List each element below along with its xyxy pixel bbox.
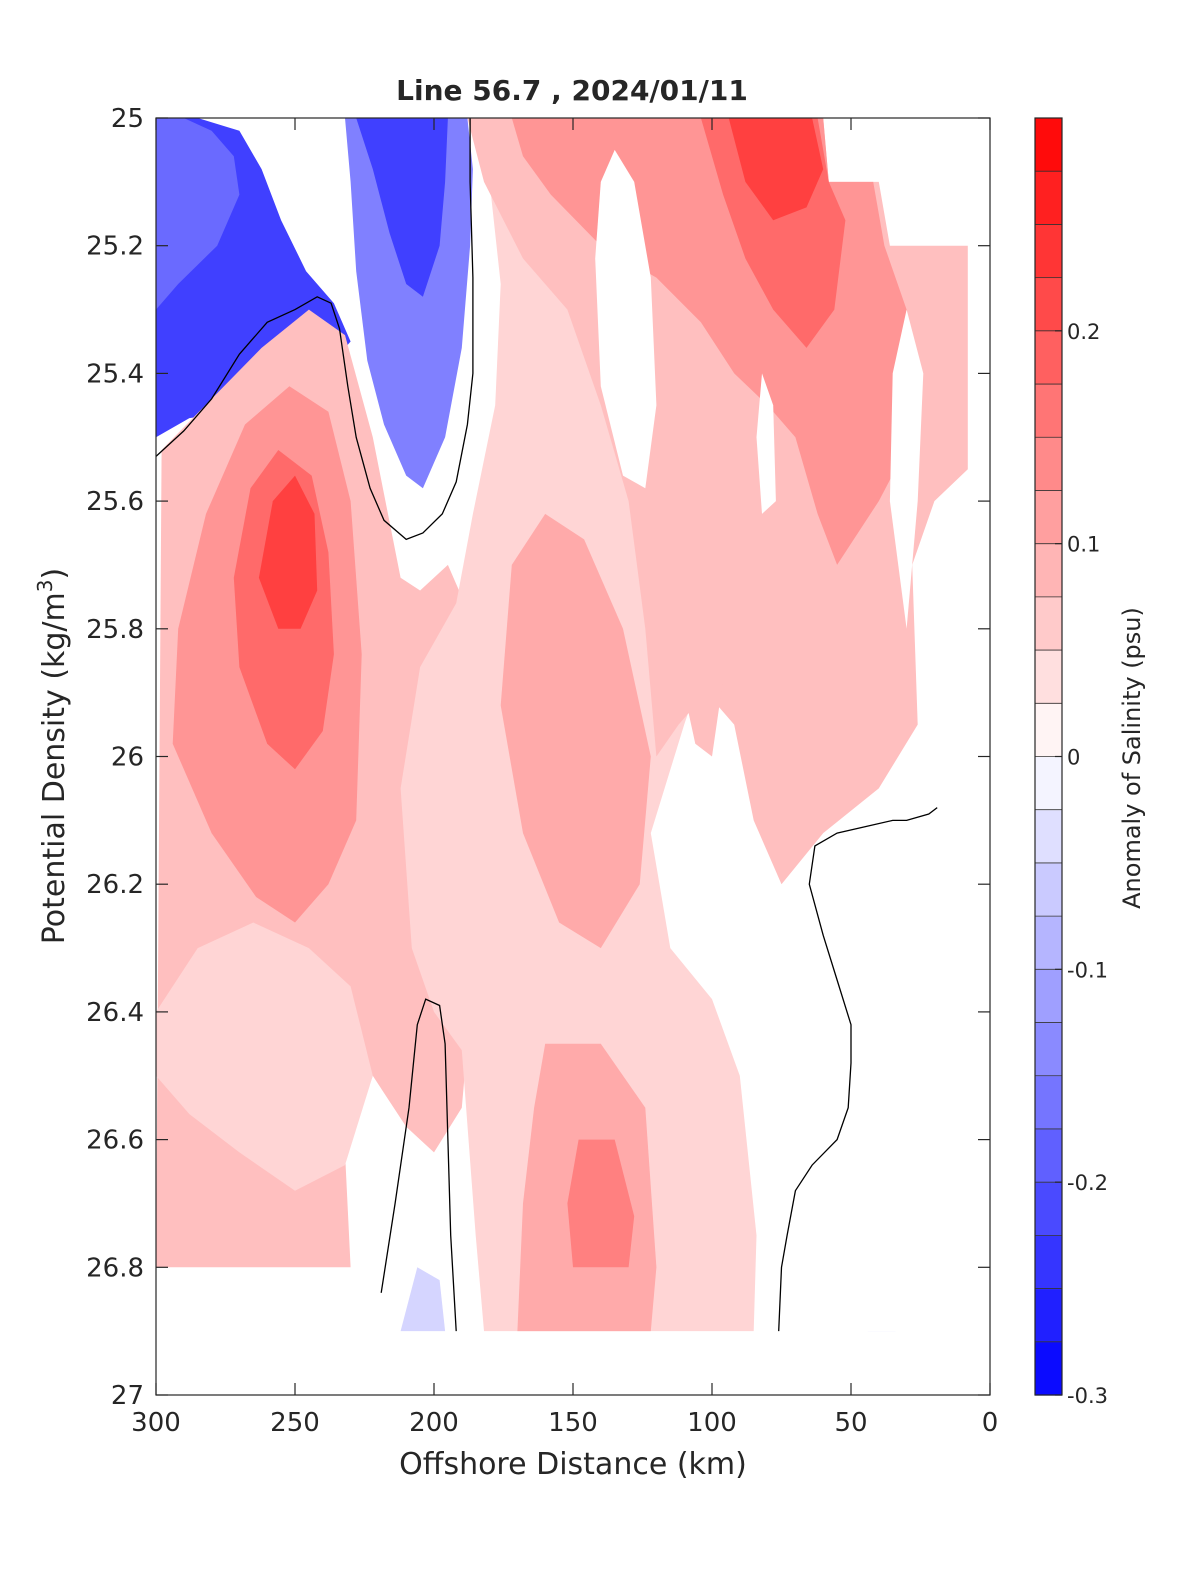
colorbar-tick-label: 0 bbox=[1067, 746, 1080, 770]
colorbar-tick-label: -0.2 bbox=[1067, 1171, 1108, 1195]
contour-region-deep-negative-west bbox=[400, 1267, 446, 1332]
colorbar-segment bbox=[1035, 490, 1062, 545]
colorbar-segment bbox=[1035, 1235, 1062, 1290]
contour-region-tongue-negative-core bbox=[356, 118, 448, 297]
contour-region-northeast-positive-core bbox=[728, 118, 824, 221]
colorbar-segment bbox=[1035, 809, 1062, 864]
y-axis-label: Potential Density (kg/m3) bbox=[33, 568, 72, 944]
contour-region-surface-negative-mid bbox=[156, 118, 240, 310]
colorbar-segment bbox=[1035, 1288, 1062, 1343]
contour-region-east-positive-deep bbox=[684, 654, 724, 757]
x-tick-label: 0 bbox=[982, 1408, 999, 1438]
x-tick-label: 100 bbox=[687, 1408, 737, 1438]
x-tick-label: 300 bbox=[131, 1408, 181, 1438]
contour-region-central-positive-mid bbox=[500, 513, 651, 949]
contour-region-white-pocket-far-east bbox=[889, 309, 924, 629]
contour-region-west-positive-deep-light bbox=[156, 922, 373, 1191]
colorbar-segment bbox=[1035, 1075, 1062, 1130]
colorbar-segment bbox=[1035, 543, 1062, 598]
colorbar-tick-label: -0.1 bbox=[1067, 958, 1108, 982]
x-axis-ticks: 300 250 200 150 100 50 0 bbox=[131, 118, 998, 1438]
y-tick-label: 26.6 bbox=[86, 1126, 144, 1156]
y-tick-label: 26.2 bbox=[86, 870, 144, 900]
y-tick-label: 25.2 bbox=[86, 232, 144, 262]
colorbar-tick-label: 0.1 bbox=[1067, 533, 1100, 557]
colorbar-ticks: 0.2 0.1 0 -0.1 -0.2 -0.3 bbox=[1055, 320, 1108, 1408]
x-tick-label: 250 bbox=[270, 1408, 320, 1438]
colorbar-segment bbox=[1035, 171, 1062, 226]
y-axis-label-superscript: 3 bbox=[33, 579, 57, 592]
x-tick-label: 200 bbox=[409, 1408, 459, 1438]
colorbar-segment bbox=[1035, 1182, 1062, 1236]
colorbar-segment bbox=[1035, 277, 1062, 332]
colorbar-tick-label: 0.2 bbox=[1067, 320, 1100, 344]
colorbar-segment bbox=[1035, 916, 1062, 970]
colorbar-label: Anomaly of Salinity (psu) bbox=[1118, 607, 1146, 909]
y-tick-label: 25.6 bbox=[86, 487, 144, 517]
colorbar-segment bbox=[1035, 969, 1062, 1024]
y-axis-label-main: Potential Density (kg/m bbox=[37, 592, 72, 944]
colorbar-segment bbox=[1035, 1128, 1062, 1183]
colorbar-segment bbox=[1035, 703, 1062, 758]
colorbar-segment bbox=[1035, 384, 1062, 438]
x-tick-label: 150 bbox=[548, 1408, 598, 1438]
contour-fill-layer bbox=[156, 118, 968, 1332]
y-tick-label: 26 bbox=[111, 743, 144, 773]
zero-contour-deep-west bbox=[380, 998, 457, 1332]
colorbar bbox=[1035, 118, 1062, 1396]
colorbar-segment bbox=[1035, 1022, 1062, 1077]
colorbar-segment bbox=[1035, 596, 1062, 651]
y-axis-ticks: 25 25.2 25.4 25.6 25.8 26 26.2 26.4 26.6 26.8 27 bbox=[86, 104, 990, 1411]
y-tick-label: 26.8 bbox=[86, 1253, 144, 1283]
zero-contour-layer bbox=[156, 118, 938, 1332]
colorbar-segment bbox=[1035, 330, 1062, 385]
colorbar-segment bbox=[1035, 756, 1062, 811]
contour-region-central-positive-deep-core bbox=[567, 1139, 635, 1268]
y-tick-label: 26.4 bbox=[86, 998, 144, 1028]
y-tick-label: 25.8 bbox=[86, 615, 144, 645]
colorbar-tick-label: -0.3 bbox=[1067, 1384, 1108, 1408]
y-tick-label: 25.4 bbox=[86, 359, 144, 389]
colorbar-segment bbox=[1035, 437, 1062, 492]
contour-region-white-pocket-upper bbox=[595, 149, 657, 489]
contour-region-west-positive-core bbox=[258, 475, 318, 629]
y-tick-label: 25 bbox=[111, 104, 144, 134]
colorbar-segment bbox=[1035, 224, 1062, 279]
y-axis-label-close: ) bbox=[37, 568, 72, 580]
x-tick-label: 50 bbox=[834, 1408, 867, 1438]
contour-region-white-pocket-east bbox=[756, 373, 776, 514]
colorbar-segment bbox=[1035, 862, 1062, 917]
chart-title: Line 56.7 , 2024/01/11 bbox=[396, 74, 748, 107]
y-tick-label: 27 bbox=[111, 1381, 144, 1411]
contour-region-white-region-deep-east bbox=[700, 820, 968, 1332]
colorbar-segment bbox=[1035, 118, 1062, 172]
x-axis-label: Offshore Distance (km) bbox=[399, 1447, 747, 1482]
zero-contour-east bbox=[778, 807, 938, 1332]
colorbar-segment bbox=[1035, 1341, 1062, 1396]
zero-contour-upper-west bbox=[156, 118, 474, 541]
colorbar-segment bbox=[1035, 650, 1062, 704]
